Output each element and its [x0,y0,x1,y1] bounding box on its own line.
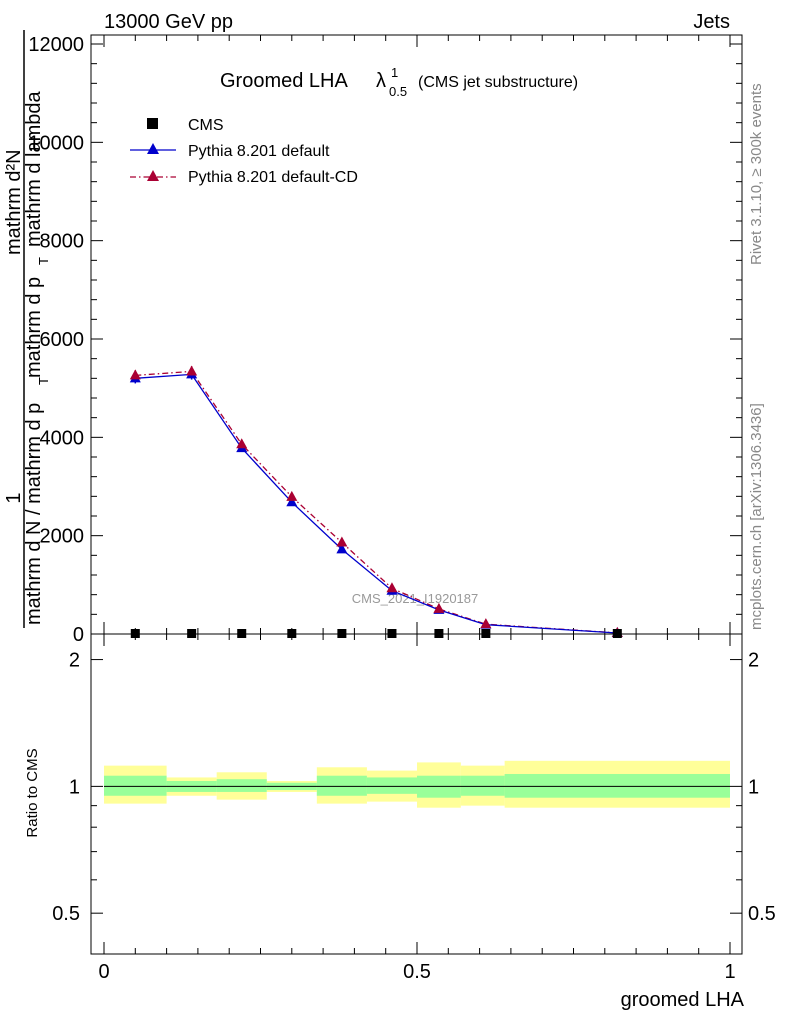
inner-band [366,777,417,794]
inner-band [460,775,505,796]
ratio-y-tick-label-right: 2 [748,650,759,672]
y-label-lhs-sub: T [36,377,51,385]
title-note: (CMS jet substructure) [418,74,578,91]
y-tick-label: 8000 [40,231,85,253]
ratio-y-tick-label: 1 [69,776,80,798]
plot-title: Groomed LHA λ 1 0.5 (CMS jet substructur… [220,65,578,99]
inner-band [216,779,267,792]
point-default [286,496,298,507]
title-sup: 1 [391,65,398,80]
process-label: Jets [693,11,730,33]
point-default-cd [286,490,298,501]
point-default-cd [186,365,198,376]
y-tick-label: 10000 [28,132,84,154]
title-lambda: λ [376,70,386,92]
point-default-cd [480,618,492,629]
point-default-cd [236,438,248,449]
legend: CMS Pythia 8.201 default Pythia 8.201 de… [130,117,358,186]
y-label-one: 1 [3,492,25,503]
point-default-cd [386,582,398,593]
legend-marker-default-cd [147,170,159,181]
mcplots-label: mcplots.cern.ch [arXiv:1306.3436] [748,403,765,630]
ratio-y-label: Ratio to CMS [24,748,41,837]
y-tick-label: 6000 [40,329,85,351]
legend-label-default: Pythia 8.201 default [188,143,330,160]
ratio-x-axis: 0 0.5 1 [98,634,736,983]
y-tick-label: 0 [73,624,84,646]
ratio-x-tick-label: 1 [724,961,735,983]
ratio-uncertainty-bands [104,760,730,808]
legend-marker-default [147,143,159,154]
y-label-denominator: mathrm d p [23,277,45,378]
y-tick-label: 2000 [40,526,85,548]
y-tick-label: 4000 [40,427,85,449]
beam-label: 13000 GeV pp [104,11,233,33]
main-y-axis: 0 2000 4000 6000 8000 10000 12000 [28,34,742,646]
ratio-y-tick-label-right: 1 [748,776,759,798]
point-default [336,543,348,554]
rivet-label: Rivet 3.1.10, ≥ 300k events [748,83,765,265]
ratio-x-tick-label: 0 [98,961,109,983]
legend-label-cms: CMS [188,117,224,134]
y-label-denominator-sub: T [36,257,51,265]
ratio-y-tick-label: 2 [69,650,80,672]
y-label-denominator-rest: mathrm d lambda [23,91,45,247]
inner-band [316,775,367,796]
inner-band [504,773,730,798]
ratio-y-tick-label-right: 0.5 [748,903,776,925]
point-default-cd [129,369,141,380]
y-label-lhs: mathrm d N / mathrm d p [23,403,45,625]
point-default-cd [336,536,348,547]
ratio-x-tick-label: 0.5 [403,961,431,983]
inner-band [104,775,167,796]
title-sub: 0.5 [389,84,407,99]
ratio-y-tick-label: 0.5 [52,903,80,925]
title-main: Groomed LHA [220,70,348,92]
y-label-numerator: mathrm d²N [3,149,25,255]
legend-label-default-cd: Pythia 8.201 default-CD [188,169,358,186]
main-x-axis [103,35,731,634]
y-tick-label: 12000 [28,34,84,56]
point-default-cd [433,602,445,613]
x-axis-label: groomed LHA [621,989,745,1011]
ratio-y-axis: 0.5 0.5 1 1 2 2 [52,650,776,926]
legend-marker-cms [147,118,158,129]
main-y-label: 1 mathrm d N / mathrm d p T mathrm d²N m… [3,30,51,628]
